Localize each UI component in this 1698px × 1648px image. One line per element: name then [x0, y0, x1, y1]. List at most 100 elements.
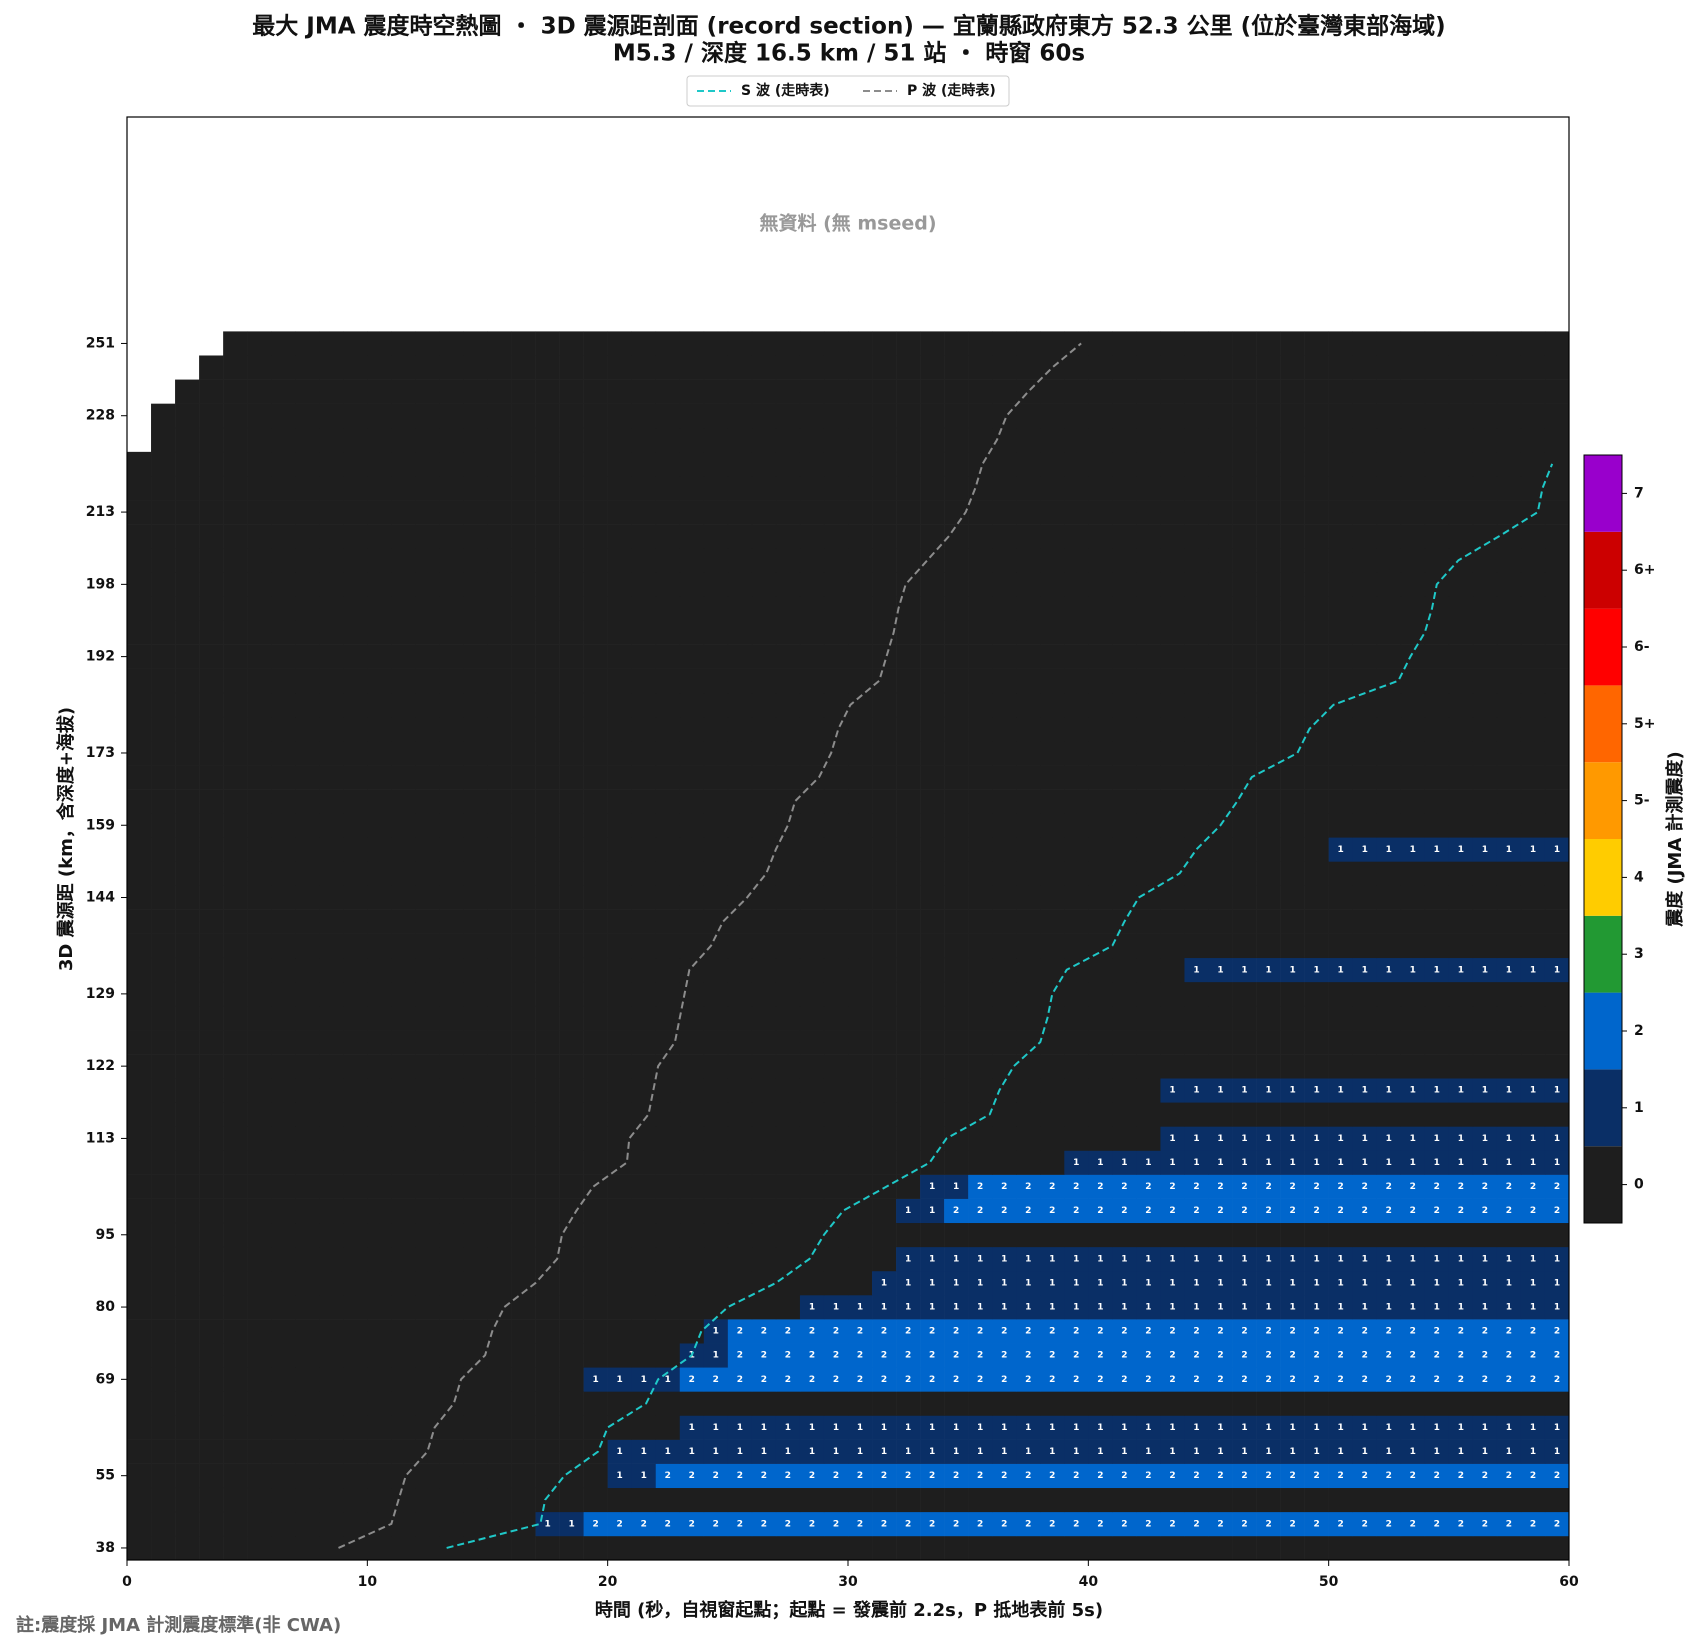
heatmap-cell: [703, 1391, 729, 1416]
cell-label: 2: [1241, 1182, 1247, 1192]
heatmap-cell: [1232, 981, 1257, 1007]
heatmap-cell: [1088, 1005, 1113, 1031]
heatmap-cell: [175, 668, 200, 694]
heatmap-cell: [1472, 716, 1498, 742]
heatmap-cell: [775, 716, 801, 742]
heatmap-cell: [247, 1270, 272, 1296]
heatmap-cell: [1448, 668, 1474, 694]
cell-label: 1: [833, 1303, 839, 1313]
cell-label: 1: [1362, 1134, 1368, 1144]
heatmap-cell: [703, 837, 729, 862]
heatmap-cell: [992, 1126, 1017, 1151]
heatmap-cell: [727, 885, 753, 910]
heatmap-cell: [775, 403, 801, 429]
cell-label: 1: [1289, 965, 1295, 975]
cell-label: 1: [1338, 1303, 1344, 1313]
heatmap-cell: [1424, 1030, 1450, 1055]
heatmap-cell: [896, 524, 921, 549]
heatmap-cell: [559, 1102, 584, 1127]
heatmap-cell: [823, 861, 849, 886]
heatmap-cell: [823, 355, 849, 380]
heatmap-cell: [1448, 1439, 1474, 1464]
heatmap-cell: [1304, 451, 1329, 477]
heatmap-cell: [1352, 885, 1378, 910]
heatmap-cell: [1112, 1150, 1137, 1175]
heatmap-cell: [679, 909, 705, 934]
heatmap-cell: [319, 692, 344, 718]
heatmap-cell: [1112, 572, 1137, 597]
heatmap-cell: [1040, 789, 1065, 814]
heatmap-cell: [1448, 1415, 1474, 1440]
heatmap-cell: [1424, 957, 1450, 983]
heatmap-cell: [1328, 475, 1353, 501]
heatmap-cell: [920, 596, 945, 621]
heatmap-cell: [175, 885, 200, 910]
heatmap-cell: [751, 331, 777, 356]
heatmap-cell: [848, 1295, 873, 1320]
heatmap-cell: [727, 789, 753, 814]
heatmap-cell: [1448, 331, 1474, 356]
heatmap-cell: [175, 837, 200, 862]
heatmap-cell: [1112, 1343, 1137, 1368]
heatmap-cell: [439, 1222, 464, 1248]
heatmap-cell: [1112, 500, 1137, 525]
heatmap-cell: [1208, 1198, 1233, 1224]
heatmap-cell: [1448, 1535, 1474, 1561]
heatmap-cell: [823, 740, 849, 766]
heatmap-cell: [1232, 1246, 1257, 1272]
heatmap-cell: [896, 861, 921, 886]
heatmap-cell: [944, 1535, 969, 1561]
heatmap-cell: [1376, 789, 1402, 814]
heatmap-cell: [703, 692, 729, 718]
heatmap-cell: [127, 740, 152, 766]
heatmap-cell: [1304, 1150, 1329, 1175]
heatmap-cell: [655, 1222, 681, 1248]
cell-label: 2: [689, 1375, 695, 1385]
heatmap-cell: [415, 909, 440, 934]
cell-label: 1: [1530, 1086, 1536, 1096]
heatmap-cell: [535, 524, 560, 549]
heatmap-cell: [175, 1150, 200, 1175]
heatmap-cell: [1136, 765, 1161, 790]
heatmap-cell: [1136, 981, 1161, 1007]
colorbar-swatch: [1584, 992, 1622, 1070]
heatmap-cell: [1448, 909, 1474, 934]
heatmap-cell: [703, 861, 729, 886]
heatmap-cell: [1352, 909, 1378, 934]
heatmap-cell: [799, 1054, 825, 1079]
cell-label: 1: [1217, 965, 1223, 975]
heatmap-cell: [1352, 427, 1378, 453]
heatmap-cell: [295, 1439, 320, 1464]
cell-label: 2: [1554, 1375, 1560, 1385]
heatmap-cell: [896, 548, 921, 573]
heatmap-cell: [751, 1222, 777, 1248]
heatmap-cell: [175, 1391, 200, 1416]
heatmap-cell: [944, 1222, 969, 1248]
heatmap-cell: [1208, 933, 1233, 959]
heatmap-cell: [727, 1415, 753, 1440]
heatmap-cell: [1208, 1246, 1233, 1272]
heatmap-cell: [391, 1126, 416, 1151]
heatmap-cell: [247, 1246, 272, 1272]
heatmap-cell: [968, 716, 993, 742]
heatmap-cell: [535, 1150, 560, 1175]
cell-label: 2: [1073, 1206, 1079, 1216]
heatmap-cell: [199, 716, 224, 742]
heatmap-cell: [920, 1367, 945, 1392]
heatmap-cell: [751, 1367, 777, 1392]
cell-label: 1: [1025, 1303, 1031, 1313]
heatmap-cell: [751, 644, 777, 669]
heatmap-cell: [271, 1126, 296, 1151]
heatmap-cell: [775, 1319, 801, 1344]
heatmap-cell: [463, 1126, 488, 1151]
heatmap-cell: [799, 981, 825, 1007]
heatmap-cell: [775, 692, 801, 718]
heatmap-cell: [799, 1439, 825, 1464]
heatmap-cell: [415, 1511, 440, 1537]
heatmap-cell: [775, 740, 801, 766]
heatmap-cell: [559, 596, 584, 621]
heatmap-cell: [1496, 644, 1522, 669]
heatmap-cell: [1496, 331, 1522, 356]
heatmap-cell: [703, 789, 729, 814]
heatmap-cell: [1184, 1463, 1209, 1489]
